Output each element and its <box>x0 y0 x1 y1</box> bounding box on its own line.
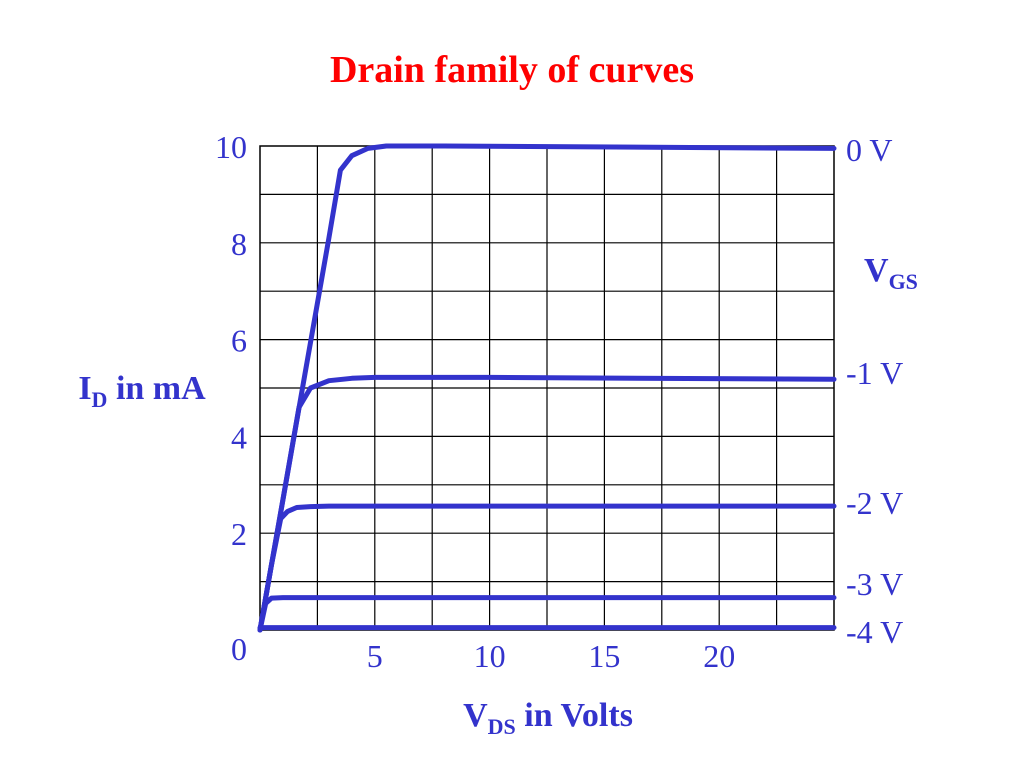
x-tick-label: 10 <box>474 638 506 674</box>
grid <box>260 146 834 630</box>
y-tick-label: 0 <box>231 631 247 667</box>
x-axis-label: VDS in Volts <box>463 697 633 739</box>
curve-line <box>257 374 837 633</box>
curves <box>257 143 837 633</box>
curve-line <box>257 503 837 633</box>
y-tick-label: 8 <box>231 226 247 262</box>
x-tick-label: 15 <box>588 638 620 674</box>
y-axis-label: ID in mA <box>78 370 206 412</box>
curve-line <box>257 595 837 633</box>
y-tick-labels: 0 2 4 6 8 10 <box>215 129 247 667</box>
chart-title: Drain family of curves <box>329 49 695 91</box>
series-label: -4 V <box>846 614 903 650</box>
y-tick-label: 6 <box>231 323 247 359</box>
series-label: -3 V <box>846 566 903 602</box>
x-tick-label: 5 <box>367 638 383 674</box>
series-labels: 0 V -1 V -2 V -3 V -4 V <box>846 132 903 650</box>
y-tick-label: 2 <box>231 516 247 552</box>
series-label: 0 V <box>846 132 893 168</box>
x-tick-labels: 5 10 15 20 <box>367 638 735 674</box>
series-label: -1 V <box>846 355 903 391</box>
legend-title: VGS <box>864 252 918 294</box>
series-label: -2 V <box>846 485 903 521</box>
y-tick-label: 4 <box>231 419 247 455</box>
y-tick-label: 10 <box>215 129 247 165</box>
x-tick-label: 20 <box>703 638 735 674</box>
